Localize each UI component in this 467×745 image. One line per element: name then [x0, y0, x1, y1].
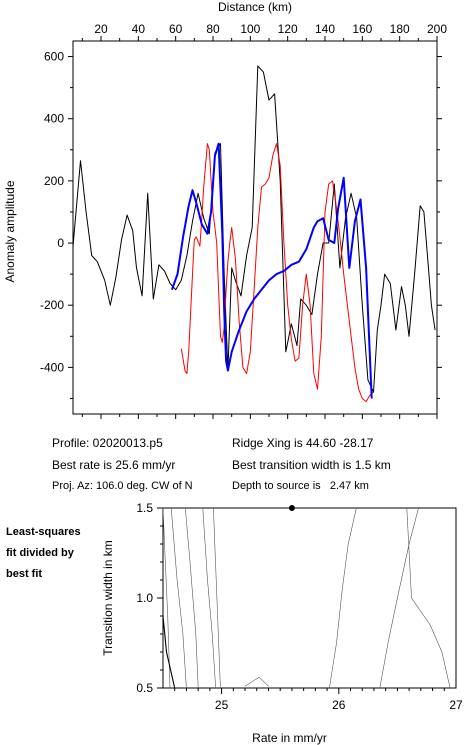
- contour-line: [185, 507, 199, 689]
- y-tick-label: 0: [57, 236, 64, 250]
- width-tick-label: 1.0: [136, 591, 153, 605]
- contour-line: [202, 507, 216, 689]
- x-tick-label: 40: [132, 22, 146, 36]
- rate-tick-label: 26: [332, 698, 346, 712]
- x-axis-title: Distance (km): [218, 0, 292, 14]
- y-tick-label: 200: [44, 174, 64, 188]
- contour-line: [329, 507, 357, 689]
- x-tick-label: 200: [427, 22, 447, 36]
- misfit-note-line-1: Least-squares: [6, 526, 81, 538]
- profile-text: Profile: 02020013.p5: [52, 436, 163, 450]
- misfit-note-line-2: fit divided by: [6, 547, 74, 559]
- x-tick-label: 180: [390, 22, 410, 36]
- contour-line: [213, 507, 221, 689]
- anomaly-series-line: [170, 142, 373, 399]
- contour-line: [244, 676, 269, 687]
- misfit-note-line-3: best fit: [6, 568, 43, 580]
- depth-text: Depth to source is 2.47 km: [232, 480, 369, 492]
- anomaly-profile-chart: 20 40 60 80 100 120 140 160 180 200 Distance (km) -…: [3, 0, 447, 419]
- width-tick-label: 0.5: [136, 681, 153, 695]
- y-tick-label: 400: [44, 112, 64, 126]
- rate-tick-label: 25: [215, 698, 229, 712]
- contour-frame: [162, 507, 457, 689]
- y-tick-label: 600: [44, 50, 64, 64]
- misfit-note: Least-squares fit divided by best fit: [6, 522, 106, 585]
- best-fit-marker: [288, 505, 295, 511]
- x-tick-label: 140: [315, 22, 335, 36]
- x-tick-label: 100: [240, 22, 260, 36]
- x-tick-label: 20: [94, 22, 108, 36]
- misfit-contour-chart: 25 26 27 Rate in mm/yr 0.5 1.0 1.5 Transition w…: [101, 501, 463, 745]
- x-tick-label: 60: [169, 22, 183, 36]
- y-tick-label: -200: [40, 298, 64, 312]
- x-tick-label: 80: [206, 22, 220, 36]
- contour-line: [379, 507, 419, 689]
- y-axis-title: Anomaly amplitude: [3, 180, 17, 282]
- width-tick-label: 1.5: [136, 501, 153, 515]
- plot-frame: [72, 40, 438, 415]
- y-tick-label: -400: [40, 360, 64, 374]
- contour-line: [170, 507, 187, 689]
- contour-line: [406, 507, 451, 689]
- best-width-text: Best transition width is 1.5 km: [232, 458, 391, 472]
- best-rate-text: Best rate is 25.6 mm/yr: [52, 458, 176, 472]
- ridge-xing-text: Ridge Xing is 44.60 -28.17: [232, 436, 374, 450]
- anomaly-series-line: [72, 65, 436, 393]
- rate-axis-title: Rate in mm/yr: [252, 731, 327, 745]
- x-tick-label: 120: [278, 22, 298, 36]
- anomaly-series-line: [180, 143, 374, 403]
- contour-line: [162, 615, 176, 689]
- rate-tick-label: 27: [449, 698, 463, 712]
- width-axis-title: Transition width in km: [101, 540, 115, 656]
- projection-text: Proj. Az: 106.0 deg. CW of N: [52, 480, 193, 492]
- x-tick-label: 160: [352, 22, 372, 36]
